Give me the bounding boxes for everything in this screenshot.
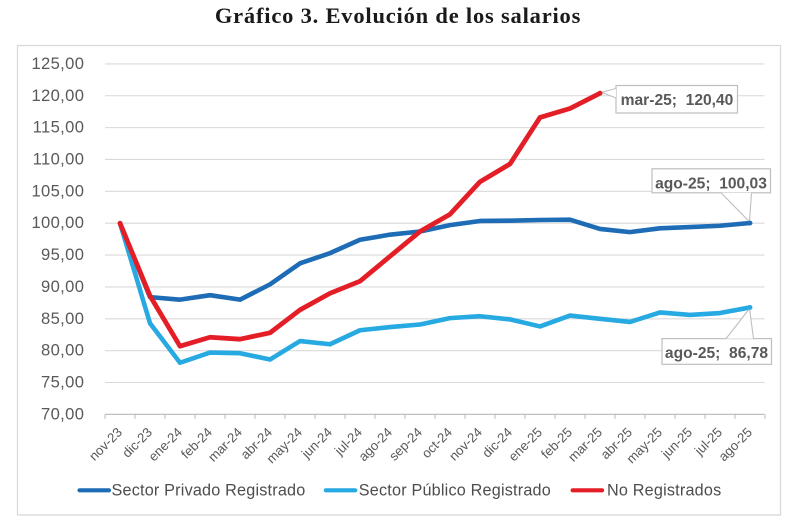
svg-text:80,00: 80,00: [41, 341, 84, 360]
svg-text:115,00: 115,00: [33, 118, 85, 137]
svg-text:Sector Público Registrado: Sector Público Registrado: [359, 482, 551, 500]
svg-text:90,00: 90,00: [41, 277, 84, 296]
svg-text:95,00: 95,00: [41, 245, 84, 264]
svg-text:125,00: 125,00: [31, 54, 84, 73]
svg-text:70,00: 70,00: [41, 404, 84, 423]
svg-text:85,00: 85,00: [41, 309, 84, 328]
svg-text:105,00: 105,00: [31, 181, 84, 200]
svg-text:100,00: 100,00: [31, 213, 84, 232]
svg-text:No Registrados: No Registrados: [607, 482, 721, 500]
svg-text:mar-25; 120,40: mar-25; 120,40: [621, 92, 734, 109]
svg-text:Sector Privado Registrado: Sector Privado Registrado: [112, 482, 306, 500]
svg-text:120,00: 120,00: [31, 86, 84, 105]
svg-text:ago-25; 86,78: ago-25; 86,78: [665, 345, 768, 362]
svg-text:ago-25; 100,03: ago-25; 100,03: [655, 175, 767, 192]
svg-text:75,00: 75,00: [41, 373, 84, 392]
svg-text:Gráfico 3. Evolución de los sa: Gráfico 3. Evolución de los salarios: [215, 3, 581, 28]
svg-text:110,00: 110,00: [33, 149, 85, 168]
